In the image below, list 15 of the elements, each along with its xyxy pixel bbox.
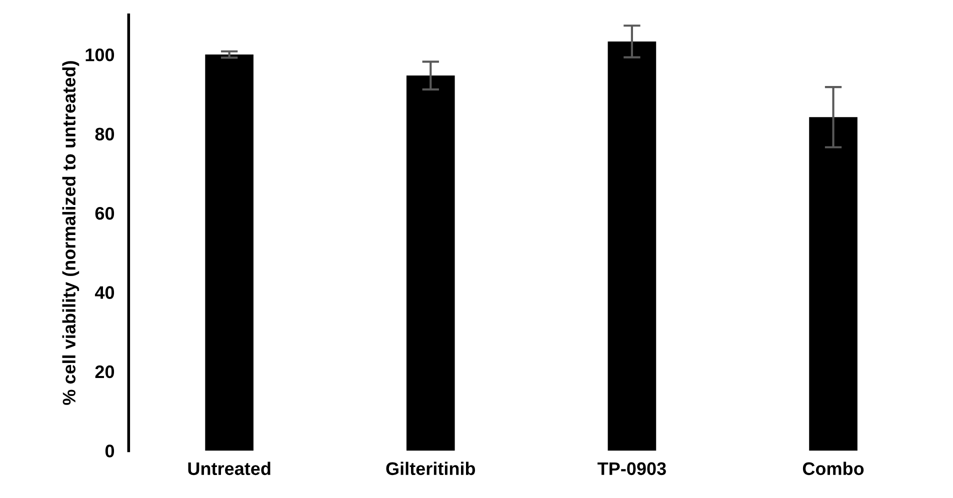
y-tick-label: 80 [95, 128, 114, 140]
y-tick-label: 40 [94, 286, 114, 299]
x-tick-label: TP-0903 [598, 462, 666, 476]
x-tick-label: Combo [802, 462, 864, 476]
y-tick-label: 100 [86, 48, 114, 62]
y-axis-title: % cell viability (normalized to untreated) [62, 61, 80, 405]
bar [608, 41, 656, 451]
bar [809, 117, 858, 451]
y-tick-label: 60 [95, 206, 114, 220]
y-tick-label: 20 [95, 365, 114, 378]
x-tick-label: Untreated [188, 462, 270, 476]
bar [406, 76, 455, 451]
bar [205, 54, 254, 451]
x-tick-label: Gilteritinib [386, 462, 476, 476]
y-tick-label: 0 [105, 444, 114, 458]
